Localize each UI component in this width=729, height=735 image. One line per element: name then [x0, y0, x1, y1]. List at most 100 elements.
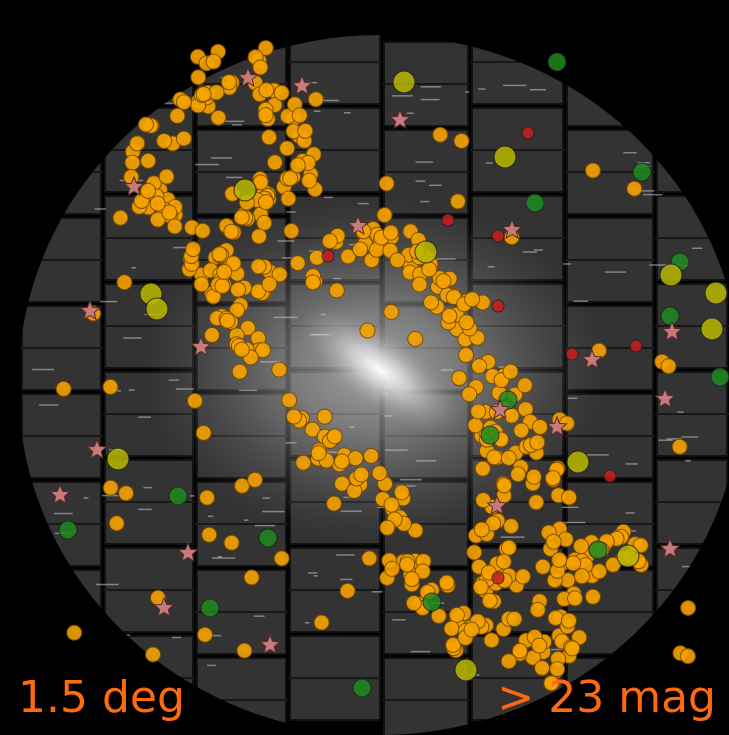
- source-marker: [138, 117, 153, 132]
- source-marker: [379, 176, 394, 191]
- source-marker: [340, 583, 355, 598]
- streak: [131, 267, 136, 269]
- streak: [692, 248, 702, 250]
- source-marker: [471, 404, 486, 419]
- source-marker: [348, 451, 363, 466]
- streak: [605, 271, 626, 273]
- source-marker: [589, 541, 607, 559]
- source-marker: [561, 613, 576, 628]
- source-marker: [617, 545, 639, 567]
- source-marker: [364, 448, 379, 463]
- source-marker: [206, 54, 221, 69]
- source-marker: [517, 378, 532, 393]
- source-marker: [220, 313, 235, 328]
- source-marker: [565, 641, 580, 656]
- source-marker: [604, 470, 616, 482]
- source-marker: [169, 487, 187, 505]
- source-marker: [159, 169, 174, 184]
- source-marker: [194, 277, 209, 292]
- source-marker: [234, 210, 249, 225]
- source-marker: [545, 471, 560, 486]
- source-marker: [472, 359, 487, 374]
- source-marker: [467, 545, 482, 560]
- streak: [138, 416, 151, 418]
- source-marker: [492, 230, 504, 242]
- source-marker: [141, 183, 156, 198]
- source-marker: [267, 155, 282, 170]
- scale-label: 1.5 deg: [18, 672, 185, 723]
- source-marker: [474, 522, 489, 537]
- source-marker: [548, 611, 563, 626]
- source-marker: [442, 214, 454, 226]
- source-marker: [113, 210, 128, 225]
- source-marker: [196, 425, 211, 440]
- streak: [421, 86, 442, 88]
- streak: [626, 512, 635, 514]
- source-marker: [497, 478, 512, 493]
- source-marker: [630, 340, 642, 352]
- source-marker: [492, 572, 504, 584]
- source-marker: [672, 439, 687, 454]
- source-marker: [262, 130, 277, 145]
- source-marker: [187, 393, 202, 408]
- source-marker: [258, 108, 273, 123]
- source-marker: [322, 250, 334, 262]
- source-marker: [592, 564, 607, 579]
- source-marker: [585, 589, 600, 604]
- source-marker: [681, 600, 696, 615]
- source-marker: [415, 241, 437, 263]
- source-marker: [198, 627, 213, 642]
- source-marker: [459, 315, 474, 330]
- source-marker: [244, 570, 259, 585]
- streak: [587, 454, 609, 456]
- streak: [420, 201, 429, 203]
- source-marker: [412, 277, 427, 292]
- source-marker: [176, 131, 191, 146]
- streak: [372, 591, 382, 593]
- sky-image: 1.5 deg > 23 mag: [0, 0, 729, 735]
- source-marker: [406, 596, 421, 611]
- source-marker: [308, 92, 323, 107]
- source-marker: [224, 535, 239, 550]
- streak: [392, 95, 413, 97]
- source-marker: [177, 95, 192, 110]
- source-marker: [562, 490, 577, 505]
- streak: [138, 509, 151, 511]
- source-marker: [59, 521, 77, 539]
- source-marker: [450, 194, 465, 209]
- streak: [503, 85, 526, 87]
- source-marker: [511, 467, 526, 482]
- source-marker: [327, 496, 342, 511]
- source-marker: [329, 283, 344, 298]
- source-marker: [167, 219, 182, 234]
- source-marker: [109, 516, 124, 531]
- source-marker: [455, 659, 477, 681]
- streak: [314, 111, 320, 113]
- source-marker: [481, 426, 499, 444]
- source-marker: [200, 490, 215, 505]
- source-marker: [353, 679, 371, 697]
- streak: [129, 389, 135, 391]
- source-marker: [424, 295, 439, 310]
- streak: [677, 411, 683, 413]
- streak: [254, 615, 265, 617]
- streak: [143, 487, 152, 489]
- source-marker: [212, 247, 227, 262]
- source-marker: [400, 557, 415, 572]
- streak: [486, 162, 493, 164]
- source-marker: [103, 480, 118, 495]
- source-marker: [514, 423, 529, 438]
- source-marker: [353, 242, 368, 257]
- source-marker: [195, 223, 210, 238]
- source-marker: [234, 179, 256, 201]
- source-marker: [141, 153, 156, 168]
- source-marker: [535, 559, 550, 574]
- streak: [32, 369, 54, 371]
- source-marker: [468, 418, 483, 433]
- source-marker: [196, 87, 211, 102]
- streak: [208, 516, 213, 518]
- page: 1.5 deg > 23 mag (() => { const data = J…: [0, 0, 729, 735]
- source-marker: [290, 158, 305, 173]
- source-marker: [661, 307, 679, 325]
- source-marker: [286, 409, 301, 424]
